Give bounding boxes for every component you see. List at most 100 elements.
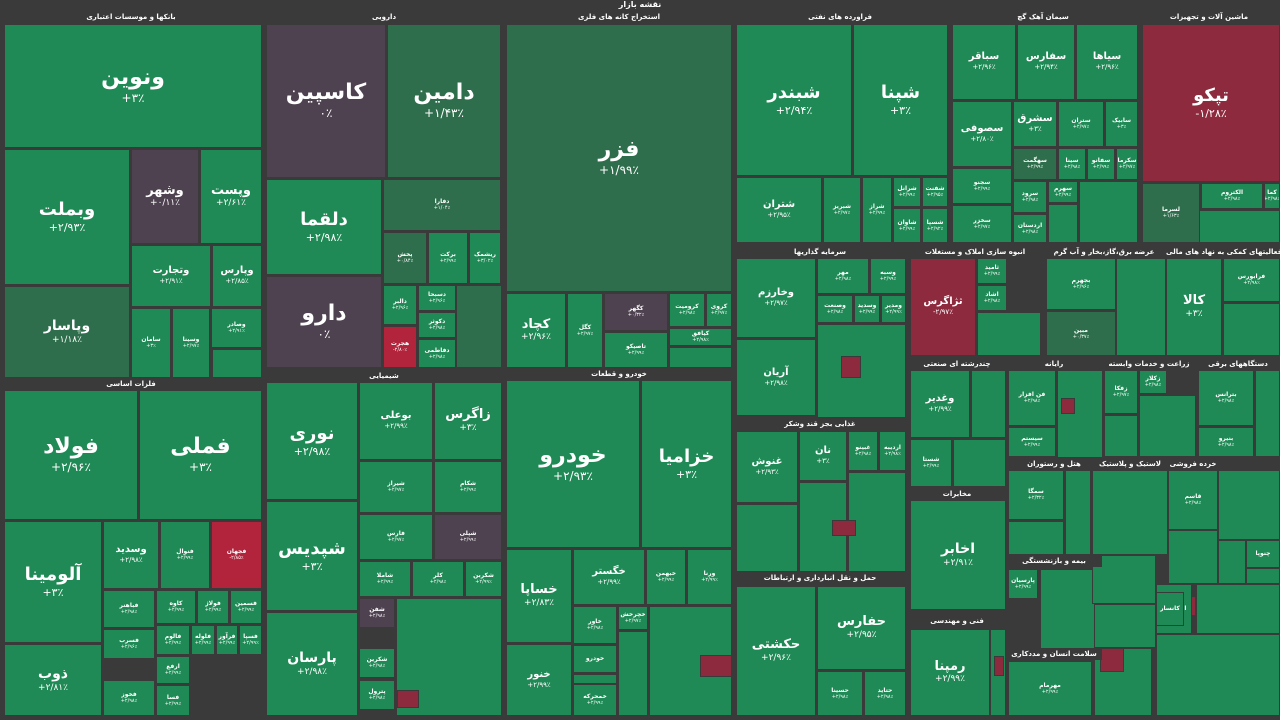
stock-tile[interactable]: فزر +۱/۹۹٪ (506, 24, 732, 292)
stock-tile[interactable]: شکام +۲/۹۹٪ (434, 461, 502, 513)
stock-tile[interactable]: کروی +۲/۹۷٪ (706, 293, 732, 327)
small-tile[interactable] (1223, 303, 1280, 356)
stock-tile[interactable]: فن افزار +۲/۹۸٪ (1008, 370, 1056, 426)
stock-tile[interactable]: پارسان +۲/۹۸٪ (266, 612, 358, 716)
stock-tile[interactable]: شپدیس +۳٪ (266, 501, 358, 611)
small-tile[interactable] (573, 674, 617, 684)
stock-tile[interactable]: فلوله +۲/۹۹٪ (191, 625, 215, 655)
stock-tile[interactable]: وپارس +۲/۸۵٪ (212, 245, 262, 307)
small-tile[interactable] (1008, 521, 1064, 555)
stock-tile[interactable]: فنوال +۲/۹۹٪ (160, 521, 210, 589)
stock-tile[interactable]: شتران +۲/۹۵٪ (736, 177, 822, 243)
stock-tile[interactable]: سامان +۳٪ (131, 308, 171, 378)
stock-tile[interactable]: وسبه +۲/۹۹٪ (870, 258, 906, 294)
stock-tile[interactable]: شسپا +۲/۹۲٪ (922, 208, 948, 243)
stock-tile[interactable]: فسمین +۲/۹۹٪ (230, 590, 262, 624)
stock-tile[interactable]: خبهمن +۲/۹۹٪ (646, 549, 686, 605)
small-tile[interactable] (456, 285, 502, 368)
stock-tile[interactable]: وپاسار +۱/۱۸٪ (4, 286, 130, 378)
stock-tile[interactable]: وبملت +۲/۹۳٪ (4, 149, 130, 285)
stock-tile[interactable]: ثژاگرس -۲/۹۷٪ (910, 258, 976, 356)
stock-tile[interactable]: دلقما +۲/۹۸٪ (266, 179, 382, 275)
stock-tile[interactable]: الکتروم +۲/۹۸٪ (1201, 183, 1263, 209)
small-tile[interactable] (1156, 634, 1280, 716)
stock-tile[interactable]: شفن +۲/۹۸٪ (359, 598, 395, 628)
stock-tile[interactable]: سمگا +۲/۳۲٪ (1008, 470, 1064, 520)
small-tile[interactable] (212, 349, 262, 378)
small-tile[interactable] (1196, 584, 1280, 634)
stock-tile[interactable]: سجنو +۲/۹۹٪ (952, 168, 1012, 204)
stock-tile[interactable]: شبندر +۲/۹۴٪ (736, 24, 852, 176)
stock-tile[interactable]: ثامید +۲/۹۹٪ (977, 258, 1007, 284)
stock-tile[interactable]: غبینو +۲/۹۸٪ (848, 431, 878, 471)
small-tile[interactable] (669, 347, 732, 368)
stock-tile[interactable]: دسبحا +۲/۹۶٪ (418, 285, 456, 311)
small-tile[interactable] (1139, 395, 1196, 457)
stock-tile[interactable]: سابیک +۳٪ (1105, 101, 1138, 147)
small-tile[interactable] (1092, 470, 1168, 555)
small-tile[interactable] (618, 631, 648, 716)
stock-tile[interactable]: کانسار (1156, 592, 1184, 626)
stock-tile[interactable]: پارسیان +۲/۹۹٪ (1008, 569, 1038, 599)
stock-tile[interactable]: مهر +۲/۹۸٪ (817, 258, 869, 294)
stock-tile[interactable]: ستران +۲/۹۷٪ (1058, 101, 1104, 147)
stock-tile[interactable]: پخش +۰/۸۴٪ (383, 232, 427, 284)
stock-tile[interactable]: زکلار +۲/۹۸٪ (1139, 370, 1167, 394)
stock-tile[interactable]: دفارا +۱/۰۴٪ (383, 179, 501, 231)
stock-tile[interactable]: دالبر +۲/۹۶٪ (383, 285, 417, 325)
stock-tile[interactable]: سیاها +۲/۹۶٪ (1076, 24, 1138, 100)
small-tile[interactable] (817, 324, 906, 418)
stock-tile[interactable]: کچاد +۲/۹۶٪ (506, 293, 566, 368)
stock-tile[interactable]: فولاد +۲/۹۶٪ (4, 390, 138, 520)
small-tile[interactable] (971, 370, 1006, 438)
small-tile[interactable] (1218, 470, 1280, 540)
stock-tile[interactable]: سینا +۲/۹۸٪ (1058, 148, 1086, 180)
stock-tile[interactable]: سرود +۲/۹۸٪ (1013, 181, 1047, 213)
stock-tile[interactable]: لسرما +۱/۶۳٪ (1142, 183, 1200, 243)
stock-tile[interactable]: فرابورس +۲/۹۸٪ (1223, 258, 1280, 302)
stock-tile[interactable]: آلومینا +۳٪ (4, 521, 102, 643)
stock-tile[interactable]: چنوپا (1246, 540, 1280, 568)
stock-tile[interactable]: فملی +۳٪ (139, 390, 262, 520)
stock-tile[interactable]: شاملا +۲/۹۹٪ (359, 561, 411, 597)
small-tile[interactable] (841, 356, 861, 378)
stock-tile[interactable]: خنور +۲/۹۹٪ (506, 644, 572, 716)
stock-tile[interactable]: مبین +۰/۳۷٪ (1046, 311, 1116, 356)
stock-tile[interactable]: اخابر +۲/۹۱٪ (910, 500, 1006, 610)
stock-tile[interactable]: قاسم +۲/۹۸٪ (1168, 470, 1218, 530)
stock-tile[interactable]: دارو ۰٪ (266, 276, 382, 368)
stock-tile[interactable]: فسپا +۲/۹۹٪ (239, 625, 262, 655)
stock-tile[interactable]: مهرمام +۲/۹۹٪ (1008, 661, 1092, 716)
stock-tile[interactable]: ومدیر +۲/۹۹٪ (881, 295, 906, 323)
stock-tile[interactable]: دامین +۱/۴۳٪ (387, 24, 501, 178)
stock-tile[interactable]: اردیبه +۲/۹۸٪ (879, 431, 906, 471)
stock-tile[interactable]: فرآور +۲/۹۹٪ (216, 625, 238, 655)
small-tile[interactable] (1218, 540, 1246, 584)
small-tile[interactable] (1116, 258, 1166, 356)
small-tile[interactable] (1094, 604, 1156, 648)
stock-tile[interactable]: کما +۲/۹۸٪ (1264, 183, 1280, 209)
stock-tile[interactable]: حفارس +۲/۹۵٪ (817, 586, 906, 670)
stock-tile[interactable]: شکربن +۲/۹۹٪ (465, 561, 502, 597)
small-tile[interactable] (1168, 530, 1218, 584)
small-tile[interactable] (700, 655, 732, 677)
small-tile[interactable] (1152, 684, 1154, 686)
stock-tile[interactable]: خودرو (573, 645, 617, 673)
stock-tile[interactable]: ارفع +۲/۹۹٪ (156, 656, 190, 684)
stock-tile[interactable]: سشرق +۳٪ (1013, 101, 1057, 147)
stock-tile[interactable]: آریان +۲/۹۸٪ (736, 339, 816, 416)
stock-tile[interactable]: خزامیا +۳٪ (641, 380, 732, 548)
stock-tile[interactable]: شراز +۲/۹۹٪ (862, 177, 892, 243)
stock-tile[interactable]: کیافق +۲/۹۸٪ (669, 328, 732, 346)
stock-tile[interactable]: فخوز +۲/۹۸٪ (103, 680, 155, 716)
stock-tile[interactable]: شستا +۲/۹۹٪ (910, 439, 952, 487)
stock-tile[interactable]: رمپنا +۲/۹۹٪ (910, 629, 990, 716)
stock-tile[interactable]: وسینا +۲/۹۷٪ (172, 308, 210, 378)
stock-tile[interactable]: شبریز +۲/۹۷٪ (823, 177, 861, 243)
small-tile[interactable] (1092, 555, 1156, 604)
stock-tile[interactable]: کگل +۲/۹۷٪ (567, 293, 603, 368)
stock-tile[interactable]: اشاد +۲/۹۸٪ (977, 285, 1007, 311)
stock-tile[interactable]: سخزر +۲/۹۷٪ (952, 205, 1012, 243)
stock-tile[interactable]: خودرو +۲/۹۳٪ (506, 380, 640, 548)
small-tile[interactable] (397, 690, 419, 708)
